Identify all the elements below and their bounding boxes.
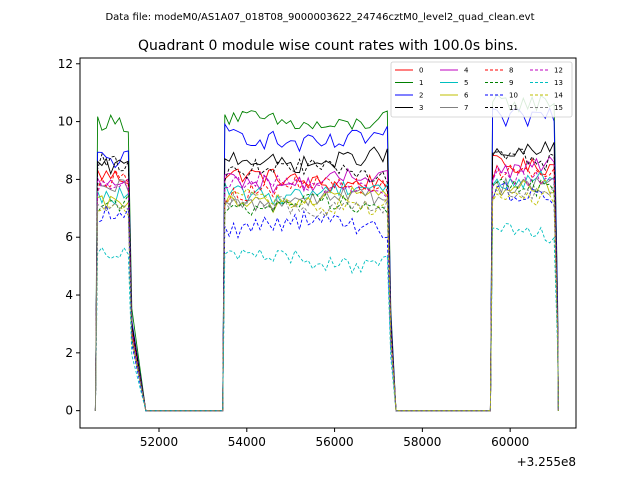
legend-label-3: 3 — [419, 104, 423, 112]
y-tick-label: 8 — [65, 172, 73, 186]
series-line-14 — [94, 188, 559, 412]
legend-label-7: 7 — [464, 104, 468, 112]
legend-label-15: 15 — [554, 104, 563, 112]
x-axis: 52000 54000 56000 58000 60000 — [140, 428, 529, 449]
y-tick-label: 10 — [58, 115, 73, 129]
legend-label-4: 4 — [464, 67, 469, 75]
legend-label-0: 0 — [419, 67, 423, 75]
y-tick-label: 0 — [65, 404, 73, 418]
legend-label-13: 13 — [554, 79, 563, 87]
x-offset-label: +3.255e8 — [517, 455, 576, 469]
legend-label-1: 1 — [419, 79, 423, 87]
x-tick-label: 54000 — [228, 435, 266, 449]
legend-box — [390, 61, 573, 118]
axes-frame — [79, 57, 577, 429]
legend-label-9: 9 — [509, 79, 513, 87]
legend-label-5: 5 — [464, 79, 468, 87]
y-tick-label: 12 — [58, 57, 73, 71]
legend-label-6: 6 — [464, 92, 469, 100]
legend-label-8: 8 — [509, 67, 513, 75]
chart-title: Quadrant 0 module wise count rates with … — [138, 38, 518, 54]
y-tick-label: 4 — [65, 288, 73, 302]
x-tick-label: 60000 — [491, 435, 529, 449]
x-tick-label: 52000 — [140, 435, 178, 449]
legend-label-10: 10 — [509, 92, 518, 100]
y-tick-label: 6 — [65, 230, 73, 244]
legend-label-2: 2 — [419, 92, 423, 100]
series-line-15 — [94, 183, 559, 412]
series-layer — [94, 93, 559, 412]
legend-label-14: 14 — [554, 92, 563, 100]
legend-label-11: 11 — [509, 104, 518, 112]
legend-label-12: 12 — [554, 67, 563, 75]
x-tick-label: 58000 — [403, 435, 441, 449]
data-file-caption: Data file: modeM0/AS1A07_018T08_90000036… — [105, 12, 534, 23]
x-tick-label: 56000 — [315, 435, 353, 449]
y-tick-label: 2 — [65, 346, 73, 360]
axes-background — [80, 58, 576, 428]
y-axis: 0 2 4 6 8 10 12 — [58, 57, 80, 418]
